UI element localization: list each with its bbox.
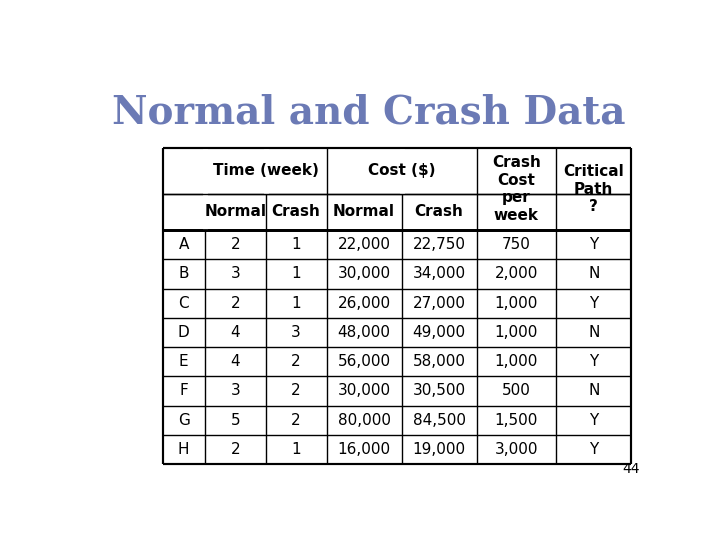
Text: Y: Y	[589, 354, 598, 369]
Text: 2,000: 2,000	[495, 266, 538, 281]
Text: 3: 3	[230, 266, 240, 281]
Text: 2: 2	[292, 354, 301, 369]
Text: 2: 2	[230, 296, 240, 310]
Text: Y: Y	[589, 442, 598, 457]
Text: B: B	[179, 266, 189, 281]
Text: Cost ($): Cost ($)	[368, 164, 436, 178]
Text: 58,000: 58,000	[413, 354, 466, 369]
Text: F: F	[179, 383, 188, 399]
Text: Normal: Normal	[204, 205, 266, 219]
Text: 49,000: 49,000	[413, 325, 466, 340]
Text: Crash: Crash	[415, 205, 464, 219]
Text: 26,000: 26,000	[338, 296, 391, 310]
Text: Crash: Crash	[271, 205, 320, 219]
Text: Y: Y	[589, 237, 598, 252]
Text: 1: 1	[292, 442, 301, 457]
Text: 2: 2	[230, 442, 240, 457]
Text: 2: 2	[292, 413, 301, 428]
Text: Crash
Cost
per
week: Crash Cost per week	[492, 156, 541, 222]
Text: G: G	[178, 413, 189, 428]
Text: 750: 750	[502, 237, 531, 252]
Text: A: A	[179, 237, 189, 252]
Text: H: H	[178, 442, 189, 457]
Text: N: N	[588, 266, 600, 281]
Text: 1,000: 1,000	[495, 296, 538, 310]
Text: 1: 1	[292, 296, 301, 310]
Text: 30,500: 30,500	[413, 383, 466, 399]
Text: 3,000: 3,000	[495, 442, 538, 457]
Text: 2: 2	[230, 237, 240, 252]
Text: 44: 44	[622, 462, 639, 476]
Text: 1,000: 1,000	[495, 325, 538, 340]
Text: C: C	[179, 296, 189, 310]
Text: 22,750: 22,750	[413, 237, 466, 252]
Text: Normal: Normal	[333, 205, 395, 219]
Text: 1: 1	[292, 237, 301, 252]
Text: 80,000: 80,000	[338, 413, 390, 428]
Text: 4: 4	[230, 354, 240, 369]
Text: 4: 4	[230, 325, 240, 340]
Text: 30,000: 30,000	[338, 383, 391, 399]
Text: 1,000: 1,000	[495, 354, 538, 369]
Text: 16,000: 16,000	[338, 442, 391, 457]
Text: 27,000: 27,000	[413, 296, 466, 310]
Text: 1,500: 1,500	[495, 413, 538, 428]
Text: 3: 3	[292, 325, 301, 340]
Text: Critical
Path
?: Critical Path ?	[563, 164, 624, 214]
Text: Y: Y	[589, 413, 598, 428]
Text: 2: 2	[292, 383, 301, 399]
Text: 3: 3	[230, 383, 240, 399]
Text: N: N	[588, 325, 600, 340]
Text: 500: 500	[502, 383, 531, 399]
Text: E: E	[179, 354, 189, 369]
Text: D: D	[178, 325, 189, 340]
Text: 1: 1	[292, 266, 301, 281]
Text: Time (week): Time (week)	[212, 164, 318, 178]
Text: 84,500: 84,500	[413, 413, 466, 428]
Text: 56,000: 56,000	[338, 354, 391, 369]
Text: 22,000: 22,000	[338, 237, 390, 252]
Text: Normal and Crash Data: Normal and Crash Data	[112, 94, 626, 132]
Text: 19,000: 19,000	[413, 442, 466, 457]
Text: N: N	[588, 383, 600, 399]
Text: Y: Y	[589, 296, 598, 310]
Text: 34,000: 34,000	[413, 266, 466, 281]
Text: 5: 5	[230, 413, 240, 428]
Text: 30,000: 30,000	[338, 266, 391, 281]
Text: 48,000: 48,000	[338, 325, 390, 340]
